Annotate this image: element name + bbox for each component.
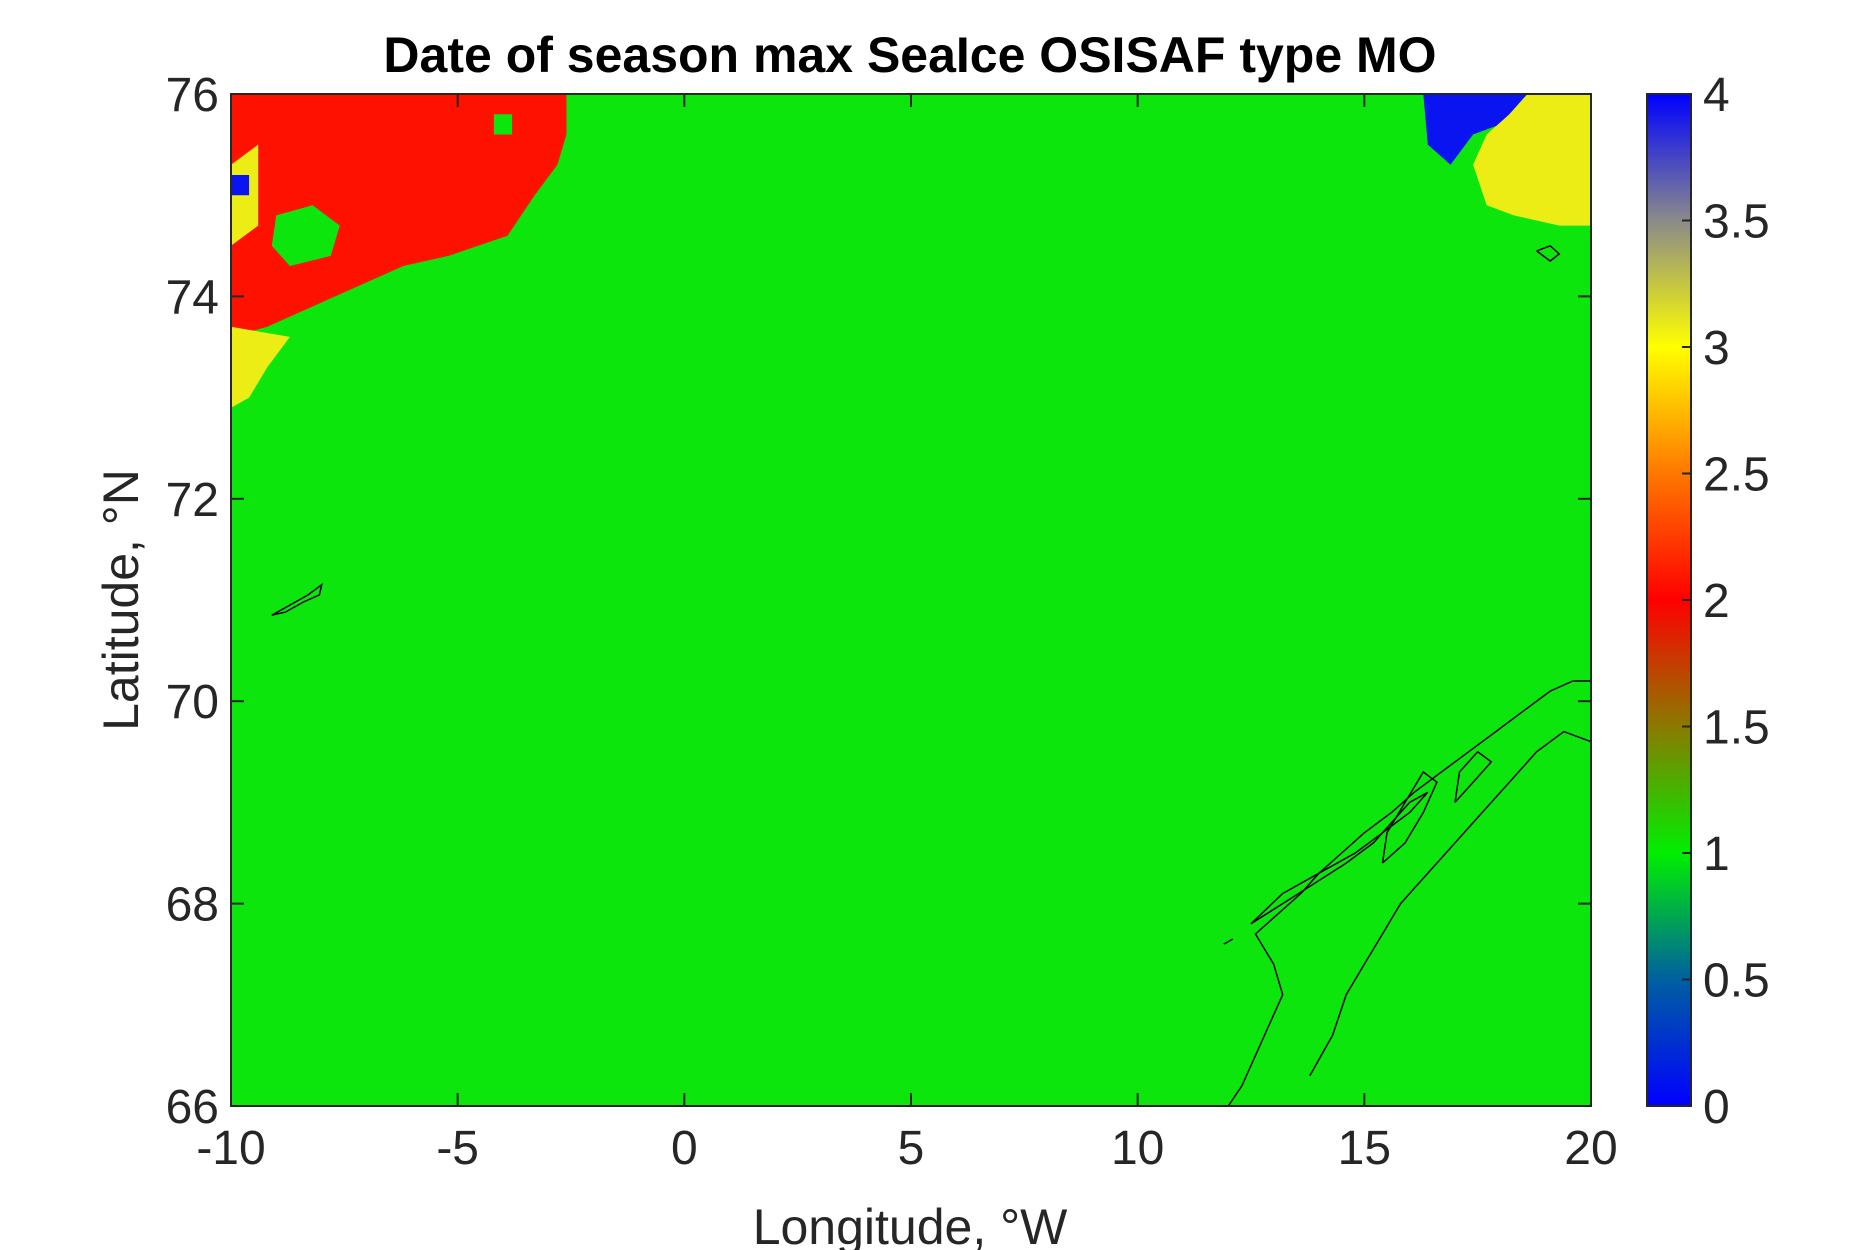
colorbar-tick-label: 1.5: [1703, 702, 1770, 755]
coastline-norway-inland-fjords: [1309, 730, 1591, 1076]
colorbar-tick-label: 2.5: [1703, 449, 1770, 502]
colorbar-ticks: 0 0.5 1 1.5 2 2.5 3 3.5 4: [1682, 69, 1770, 1134]
x-tick-label: 15: [1338, 1122, 1391, 1175]
heatmap-region-green-patch-in-red-1: [271, 205, 340, 266]
heatmap-region-yellow-strip-west: [231, 144, 259, 246]
coastline-lofoten-vesteralen: [1250, 791, 1429, 925]
colorbar-tick-label: 2: [1703, 575, 1730, 628]
coastline-bear-island: [1536, 244, 1561, 262]
colorbar-tick-label: 0: [1703, 1081, 1730, 1134]
y-axis-label: Latitude, °N: [93, 469, 149, 731]
x-tick-label: 5: [898, 1122, 925, 1175]
colorbar-tick-label: 3.5: [1703, 196, 1770, 249]
heatmap-region-yellow-region-northeast: [1473, 94, 1591, 226]
x-tick-label: 20: [1564, 1122, 1617, 1175]
colorbar-tick-label: 3: [1703, 322, 1730, 375]
x-tick-label: 0: [671, 1122, 698, 1175]
heatmap-region-green-patch-in-red-2: [493, 114, 513, 135]
coastlines: [271, 244, 1591, 1106]
x-tick-label: -10: [196, 1122, 265, 1175]
heatmap-region-blue-region-northeast: [1423, 94, 1528, 165]
colorbar-tick-label: 4: [1703, 69, 1730, 122]
y-axis: 66 68 70 72 74 76: [166, 69, 1591, 1134]
coastline-senja: [1454, 750, 1493, 803]
y-tick-label: 76: [166, 69, 219, 122]
heatmap-background: [231, 94, 1591, 1106]
y-tick-label: 70: [166, 676, 219, 729]
heatmap-region-yellow-region-west: [231, 326, 290, 408]
coastline-jan-mayen: [271, 582, 323, 616]
y-tick-label: 74: [166, 271, 219, 324]
x-tick-label: -5: [436, 1122, 479, 1175]
heatmap-region-red-region-northwest: [231, 94, 567, 337]
x-axis: -10 -5 0 5 10 15 20: [196, 94, 1618, 1175]
heatmap-regions: [231, 94, 1591, 408]
y-tick-label: 68: [166, 879, 219, 932]
coastline-outer-skerries: [1223, 938, 1234, 945]
colorbar-tick-label: 0.5: [1703, 955, 1770, 1008]
coastline-norway-coast: [1227, 680, 1591, 1106]
x-tick-label: 10: [1111, 1122, 1164, 1175]
y-tick-label: 66: [166, 1081, 219, 1134]
x-axis-label: Longitude, °W: [753, 1199, 1068, 1250]
y-tick-label: 72: [166, 474, 219, 527]
heatmap-region-blue-cell-west: [231, 175, 250, 196]
coastline-hinnoya: [1381, 770, 1438, 864]
chart-title: Date of season max SeaIce OSISAF type MO: [383, 27, 1436, 83]
colorbar: 0 0.5 1 1.5 2 2.5 3 3.5 4: [1646, 69, 1770, 1134]
colorbar-tick-label: 1: [1703, 828, 1730, 881]
heatmap-plot-area: [230, 93, 1592, 1107]
